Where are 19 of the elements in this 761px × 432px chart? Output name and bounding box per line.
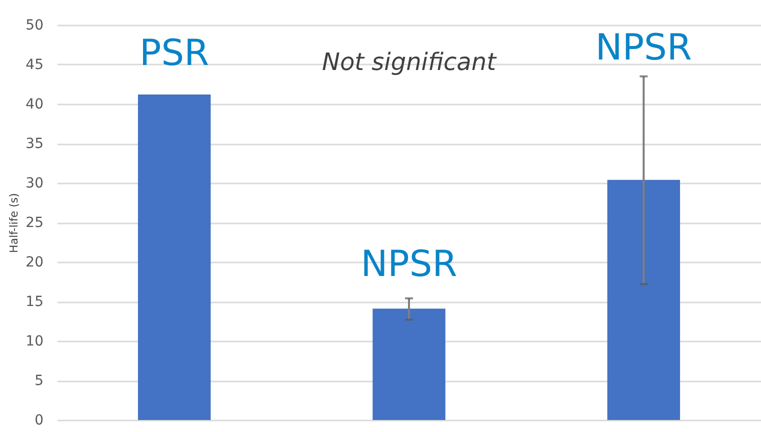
bar (607, 180, 680, 420)
y-tick-label: 0 (34, 412, 44, 428)
y-tick-label: 35 (26, 136, 44, 152)
y-tick-label: 30 (26, 176, 44, 192)
y-tick-label: 50 (26, 18, 44, 34)
y-tick-label: 5 (34, 373, 44, 389)
y-tick-label: 20 (26, 254, 44, 270)
y-tick-label: 15 (26, 294, 44, 310)
annotation: PSR (140, 33, 210, 74)
y-tick-label: 10 (26, 334, 44, 350)
annotation: NPSR (360, 244, 458, 286)
annotation: Not significant (322, 48, 498, 76)
y-tick-label: 25 (26, 215, 44, 231)
y-tick-label: 40 (26, 96, 44, 112)
annotation: NPSR (595, 28, 692, 69)
bar (372, 308, 446, 420)
y-axis-title: Half-life (s) (8, 193, 21, 253)
y-tick-label: 45 (26, 57, 44, 73)
bar (138, 94, 211, 420)
